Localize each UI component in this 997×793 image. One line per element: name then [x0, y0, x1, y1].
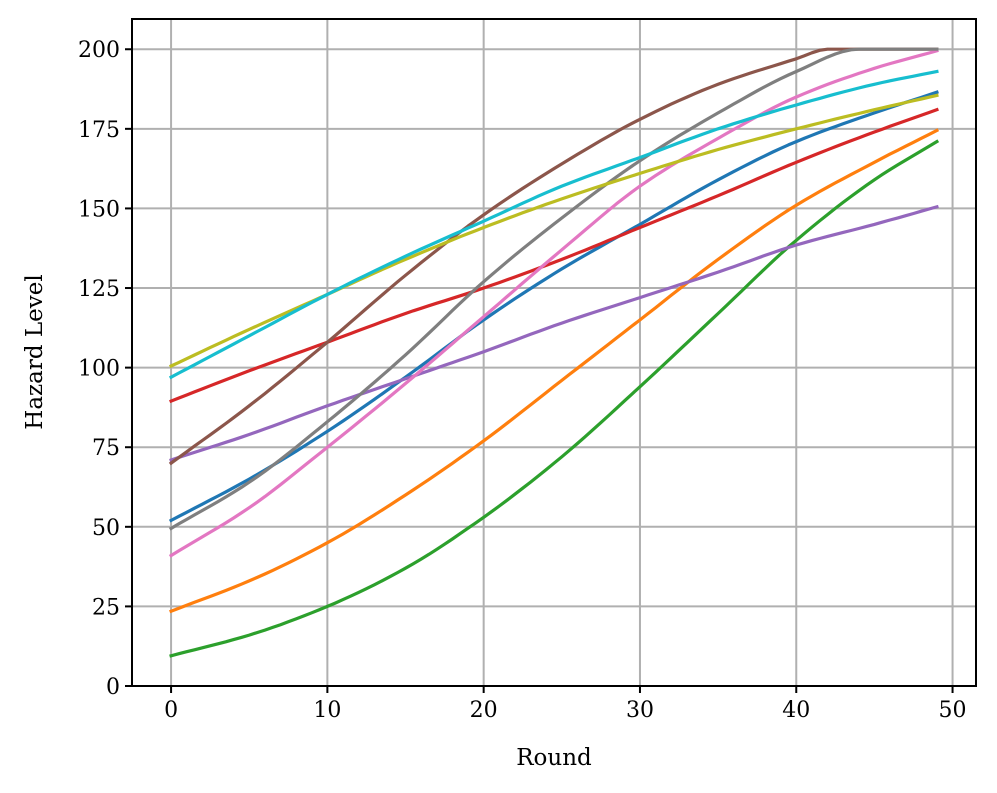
- y-tick-label: 150: [78, 197, 120, 222]
- x-tick-label: 0: [164, 698, 178, 723]
- y-tick-label: 200: [78, 38, 120, 63]
- series-line: [169, 107, 939, 404]
- series-line: [169, 139, 940, 658]
- y-tick-label: 75: [92, 436, 120, 461]
- y-tick-label: 50: [92, 516, 120, 541]
- x-tick-label: 30: [626, 698, 654, 723]
- x-tick-label: 40: [782, 698, 810, 723]
- series-line: [169, 204, 939, 463]
- x-tick-label: 50: [939, 698, 967, 723]
- series-line: [168, 69, 939, 380]
- series-group: [168, 47, 940, 658]
- ticks: 0 10 20 30 40 50 0 25 50 75 100 125 150 175 200: [78, 38, 967, 723]
- y-tick-label: 100: [78, 357, 120, 382]
- x-axis-label: Round: [516, 745, 592, 771]
- series-line: [168, 93, 939, 369]
- x-tick-label: 10: [313, 698, 341, 723]
- series-line: [168, 48, 939, 558]
- y-tick-label: 125: [78, 277, 120, 302]
- series-line: [168, 90, 939, 523]
- series-line: [168, 47, 939, 531]
- y-tick-label: 175: [78, 118, 120, 143]
- y-tick-label: 0: [106, 675, 120, 700]
- x-tick-label: 20: [470, 698, 498, 723]
- series-line: [169, 128, 940, 614]
- series-line: [168, 47, 939, 466]
- plot-frame: [131, 18, 977, 687]
- y-axis-label: Hazard Level: [22, 274, 48, 429]
- y-tick-label: 25: [92, 595, 120, 620]
